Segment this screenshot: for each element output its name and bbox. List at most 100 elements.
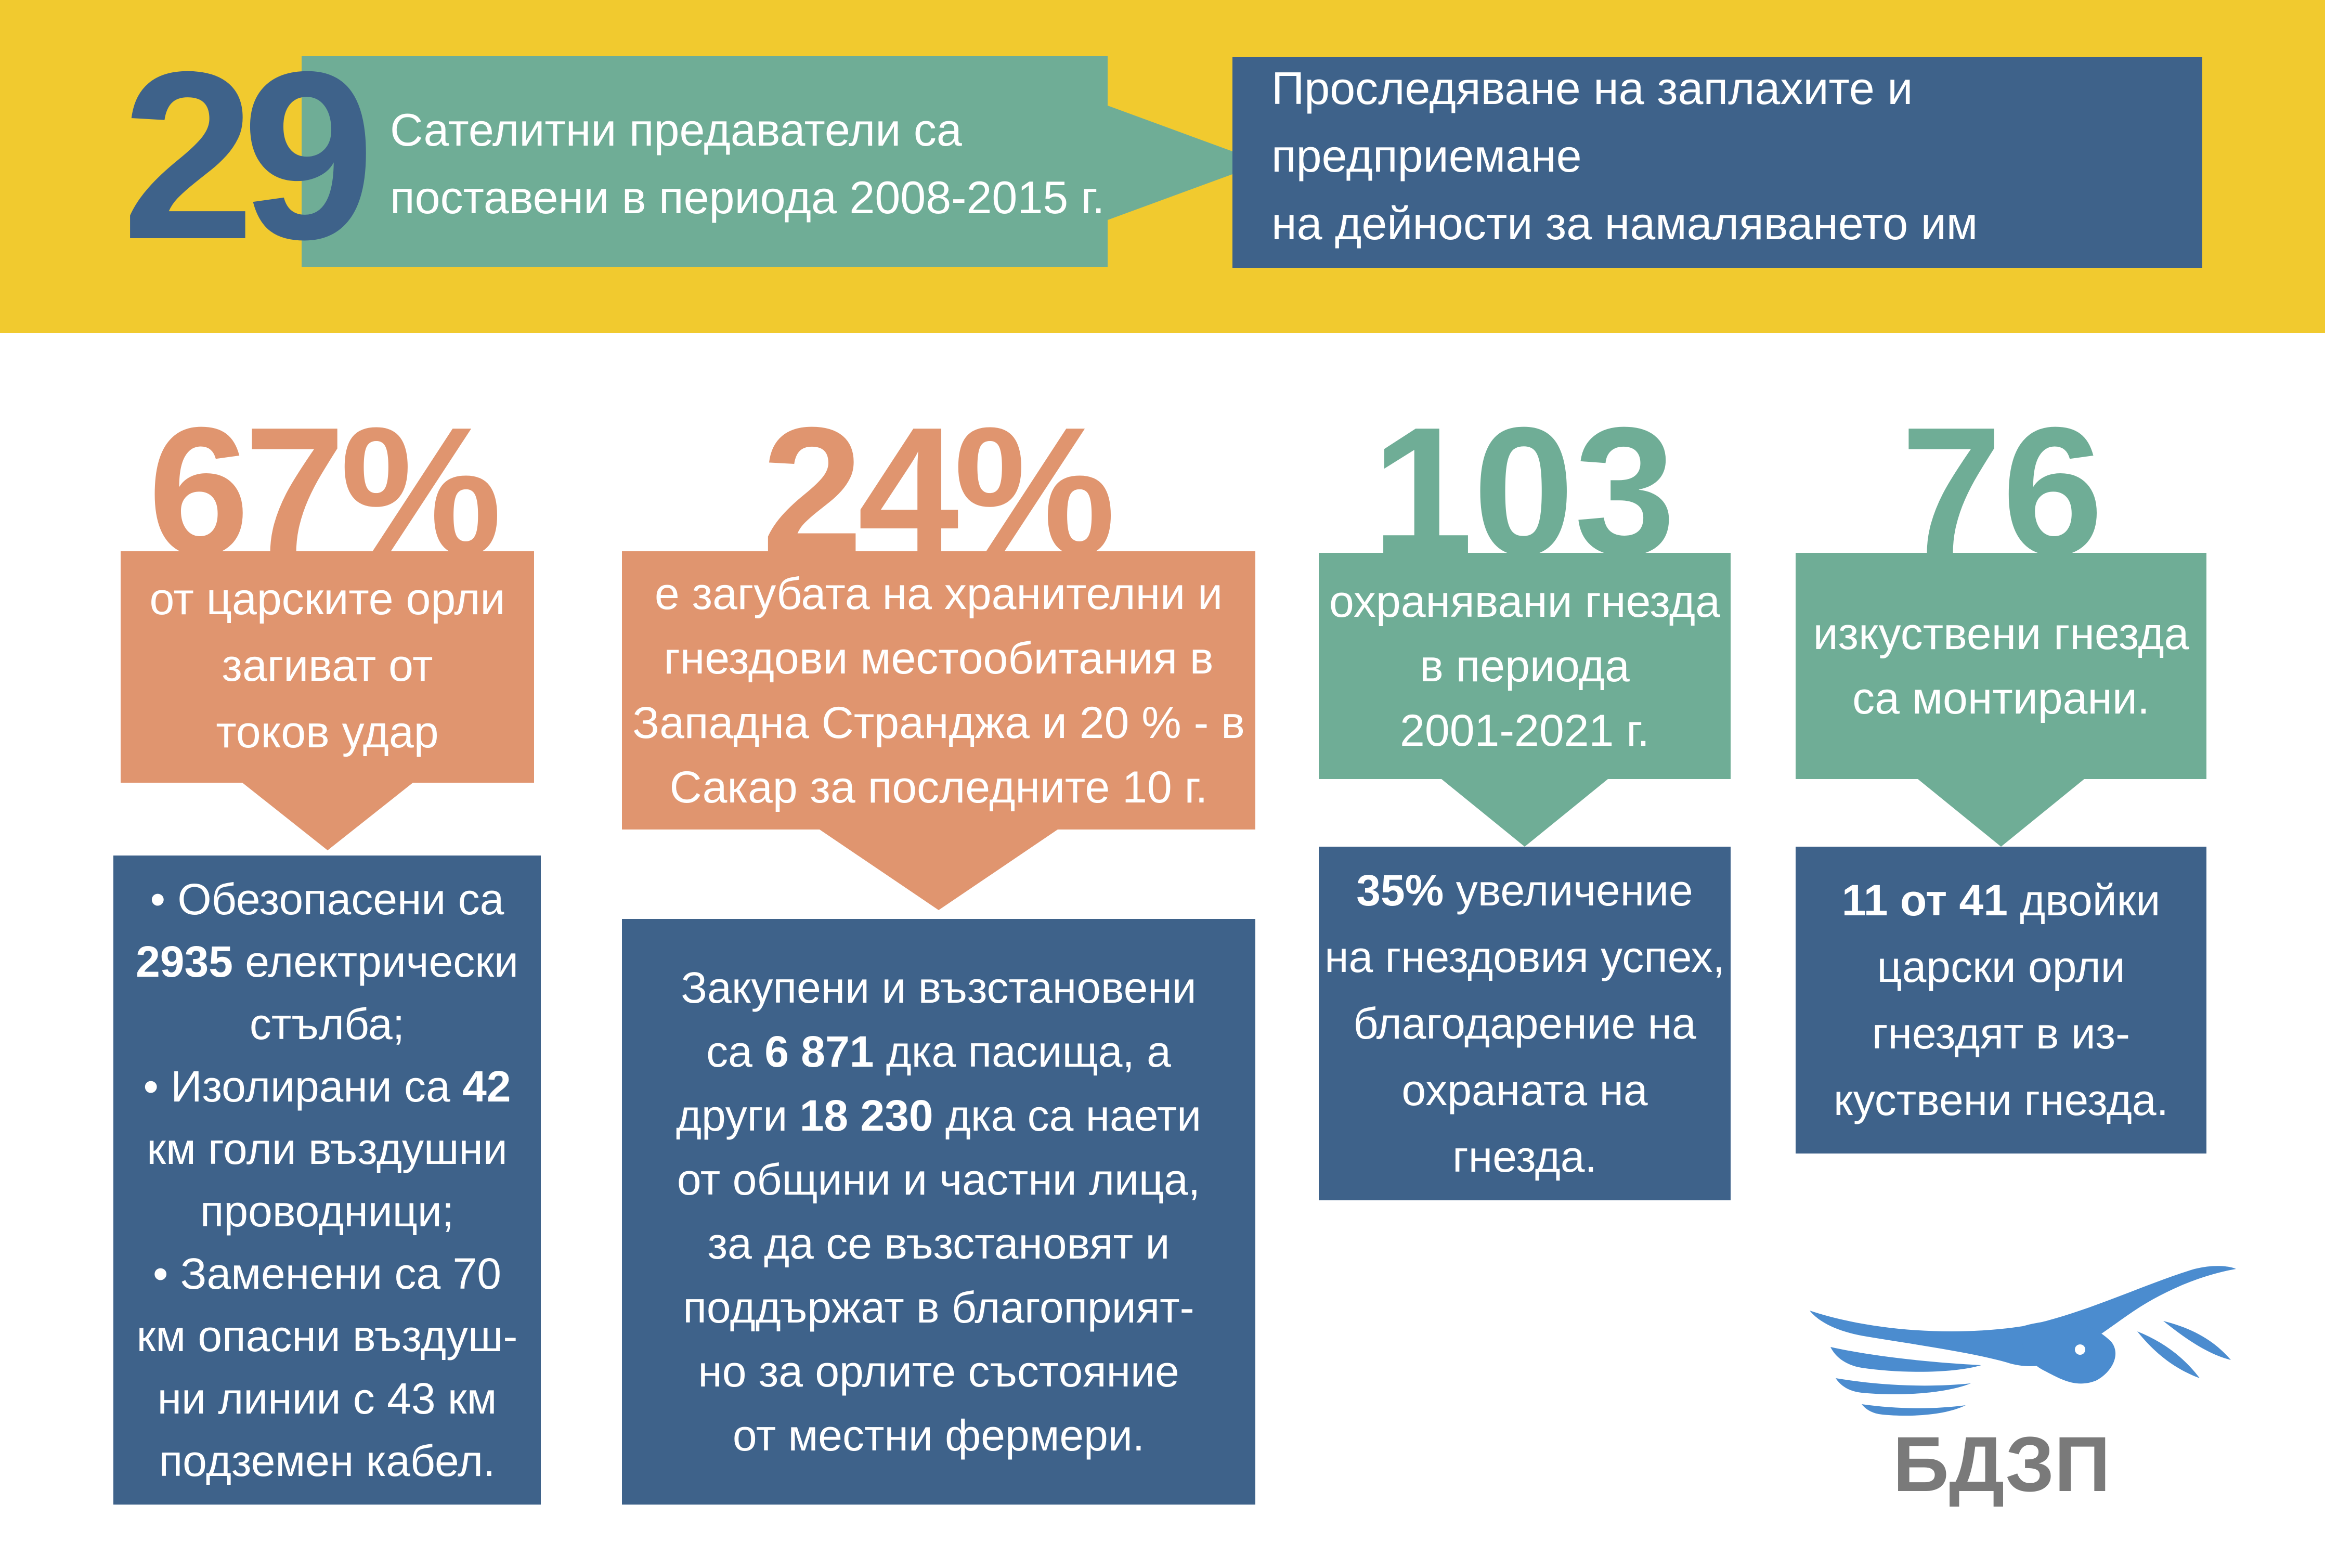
stat-24-caption-line: гнездови местообитания в — [664, 633, 1214, 683]
detail-highlight: 11 от 41 — [1841, 876, 2008, 925]
detail-text: куствени гнезда. — [1834, 1075, 2168, 1124]
satellite-arrow-shape — [302, 56, 1264, 267]
satellite-count-number: 29 — [122, 22, 375, 289]
detail-text: дка са наети — [933, 1091, 1202, 1140]
stat-67-caption-line: токов удар — [216, 707, 439, 757]
stat-76-detail-text: 11 от 41 двойки царски орли гнездят в из-к… — [1796, 847, 2206, 1154]
satellite-caption: Сателитни предаватели са поставени в пер… — [390, 94, 1118, 234]
detail-text: за да се възстановят и — [707, 1219, 1170, 1268]
stat-103-caption-line: в периода — [1420, 641, 1630, 691]
stat-67-detail-box — [113, 856, 541, 1505]
detail-text: царски орли — [1877, 942, 2125, 991]
stat-24-detail-text: Закупени и възстановени са 6 871 дка паси… — [622, 919, 1255, 1505]
detail-line: гнездят в из- — [1872, 1000, 2130, 1067]
logo-text: БДЗП — [1893, 1420, 2111, 1508]
detail-text: км голи въздушни — [147, 1124, 508, 1173]
detail-line: гнезда. — [1452, 1123, 1597, 1190]
stat-103-caption: охранявани гнезда в периода 2001-2021 г. — [1319, 553, 1731, 779]
stat-67-caption-shape — [121, 551, 534, 850]
detail-line: са 6 871 дка пасища, а — [706, 1020, 1171, 1084]
detail-text: гнездят в из- — [1872, 1009, 2131, 1058]
detail-line: поддържат в благоприят- — [683, 1276, 1194, 1340]
detail-text: но за орлите състояние — [698, 1347, 1179, 1396]
detail-text: от общини и частни лица, — [677, 1155, 1201, 1204]
detail-text: благодарение на — [1353, 999, 1696, 1048]
stat-76-caption-line: изкуствени гнезда — [1813, 608, 2189, 659]
detail-line: от местни фермери. — [733, 1404, 1145, 1468]
stat-76-detail-box — [1796, 847, 2206, 1154]
stat-76-caption-line: са монтирани. — [1852, 673, 2150, 723]
stat-24-caption-line: Западна Странджа и 20 % - в — [632, 697, 1245, 748]
detail-line: 35% увеличение — [1356, 857, 1693, 924]
detail-text: увеличение — [1444, 866, 1693, 915]
stat-103-detail-text: 35% увеличение на гнездовия успех, благода… — [1319, 847, 1731, 1200]
stat-24-caption: е загубата на хранителни и гнездови мест… — [622, 551, 1255, 830]
satellite-caption-line1: Сателитни предаватели са — [390, 104, 962, 155]
satellite-caption-line2: поставени в периода 2008-2015 г. — [390, 172, 1105, 223]
detail-highlight: 2935 — [136, 937, 233, 986]
detail-highlight: 42 — [462, 1062, 511, 1111]
stat-76-caption-shape — [1796, 553, 2206, 847]
stat-103-caption-line: охранявани гнезда — [1329, 576, 1720, 627]
detail-text: са — [706, 1027, 765, 1076]
detail-line: ни линии с 43 км — [158, 1367, 497, 1430]
stat-24-caption-line: Сакар за последните 10 г. — [669, 762, 1208, 812]
detail-line: царски орли — [1877, 934, 2125, 1000]
detail-text: охраната на — [1401, 1066, 1648, 1115]
detail-text: км опасни въздуш- — [136, 1312, 518, 1360]
detail-line: 2935 електрически — [136, 930, 518, 993]
stat-67-caption-line: от царските орли — [149, 574, 505, 624]
stat-24-caption-shape — [622, 551, 1255, 910]
detail-text: ни линии с 43 км — [157, 1374, 497, 1423]
detail-text: електрически — [232, 937, 518, 986]
stat-24-caption-line: е загубата на хранителни и — [654, 568, 1223, 619]
goal-caption: Проследяване на заплахите и предприемане… — [1271, 62, 2187, 249]
goal-box — [1232, 57, 2202, 268]
detail-highlight: 18 230 — [799, 1091, 933, 1140]
stat-24-detail-box — [622, 919, 1255, 1505]
stat-76-caption: изкуствени гнезда са монтирани. — [1796, 553, 2206, 779]
detail-text: • Обезопасени са — [150, 875, 504, 924]
detail-line: охраната на — [1401, 1057, 1647, 1123]
detail-text: • Заменени са 70 — [153, 1249, 501, 1298]
detail-line: км опасни въздуш- — [137, 1305, 518, 1367]
goal-caption-line2: на дейности за намаляването им — [1271, 198, 1978, 249]
detail-line: • Заменени са 70 — [153, 1242, 501, 1305]
detail-line: за да се възстановят и — [708, 1212, 1170, 1276]
detail-text: поддържат в благоприят- — [683, 1283, 1194, 1332]
detail-text: от местни фермери. — [732, 1411, 1145, 1460]
stat-76-number: 76 — [1901, 390, 2103, 593]
stat-67-caption-line: загиват от — [222, 641, 433, 691]
detail-line: • Обезопасени са — [150, 868, 504, 930]
detail-text: дка пасища, а — [874, 1027, 1171, 1076]
detail-line: км голи въздушни — [147, 1118, 508, 1180]
detail-text: на гнездовия успех, — [1324, 932, 1725, 981]
detail-line: на гнездовия успех, — [1324, 924, 1725, 990]
detail-text: други — [676, 1091, 800, 1140]
detail-text: подземен кабел. — [159, 1436, 496, 1485]
detail-line: но за орлите състояние — [698, 1340, 1179, 1404]
detail-line: благодарение на — [1353, 990, 1696, 1057]
detail-line: проводници; — [200, 1180, 454, 1242]
detail-line: други 18 230 дка са наети — [676, 1084, 1201, 1148]
detail-line: Закупени и възстановени — [681, 956, 1196, 1020]
detail-line: • Изолирани са 42 — [143, 1055, 511, 1118]
detail-highlight: 6 871 — [764, 1027, 874, 1076]
detail-line: куствени гнезда. — [1834, 1067, 2168, 1133]
stat-103-detail-box — [1319, 847, 1731, 1200]
detail-line: 11 от 41 двойки — [1842, 867, 2161, 934]
detail-text: двойки — [2007, 876, 2161, 925]
detail-line: подземен кабел. — [159, 1430, 496, 1492]
detail-text: Закупени и възстановени — [681, 963, 1197, 1012]
goal-caption-line1: Проследяване на заплахите и предприемане — [1271, 62, 1913, 182]
detail-highlight: 35% — [1356, 866, 1444, 915]
detail-text: стълба; — [249, 1000, 405, 1048]
detail-text: проводници; — [200, 1187, 454, 1236]
eagle-logo-icon — [1810, 1266, 2236, 1416]
stat-103-caption-shape — [1319, 553, 1731, 847]
detail-text: • Изолирани са — [143, 1062, 463, 1111]
detail-line: стълба; — [250, 993, 405, 1055]
stat-67-detail-text: • Обезопасени са 2935 електрически стълба;… — [113, 856, 541, 1505]
detail-line: от общини и частни лица, — [677, 1148, 1200, 1212]
stat-103-number: 103 — [1372, 390, 1675, 593]
